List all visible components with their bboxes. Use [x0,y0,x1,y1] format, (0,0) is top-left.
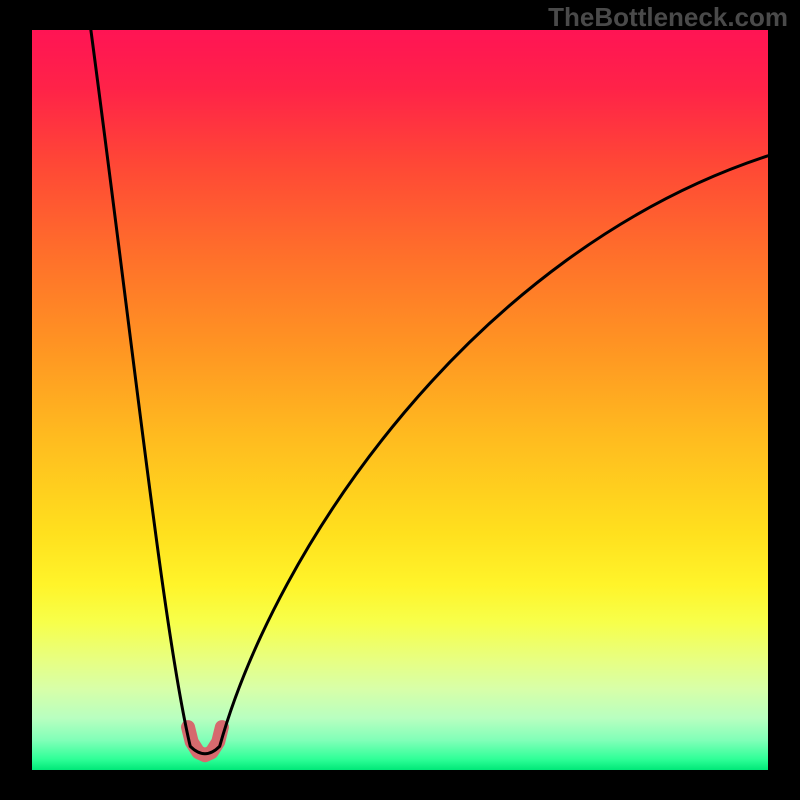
v-curve-path [91,30,768,754]
chart-stage: TheBottleneck.com [0,0,800,800]
bottleneck-curve [32,30,768,770]
watermark-text: TheBottleneck.com [548,2,788,33]
optimal-range-marker [188,727,222,755]
plot-area [32,30,768,770]
